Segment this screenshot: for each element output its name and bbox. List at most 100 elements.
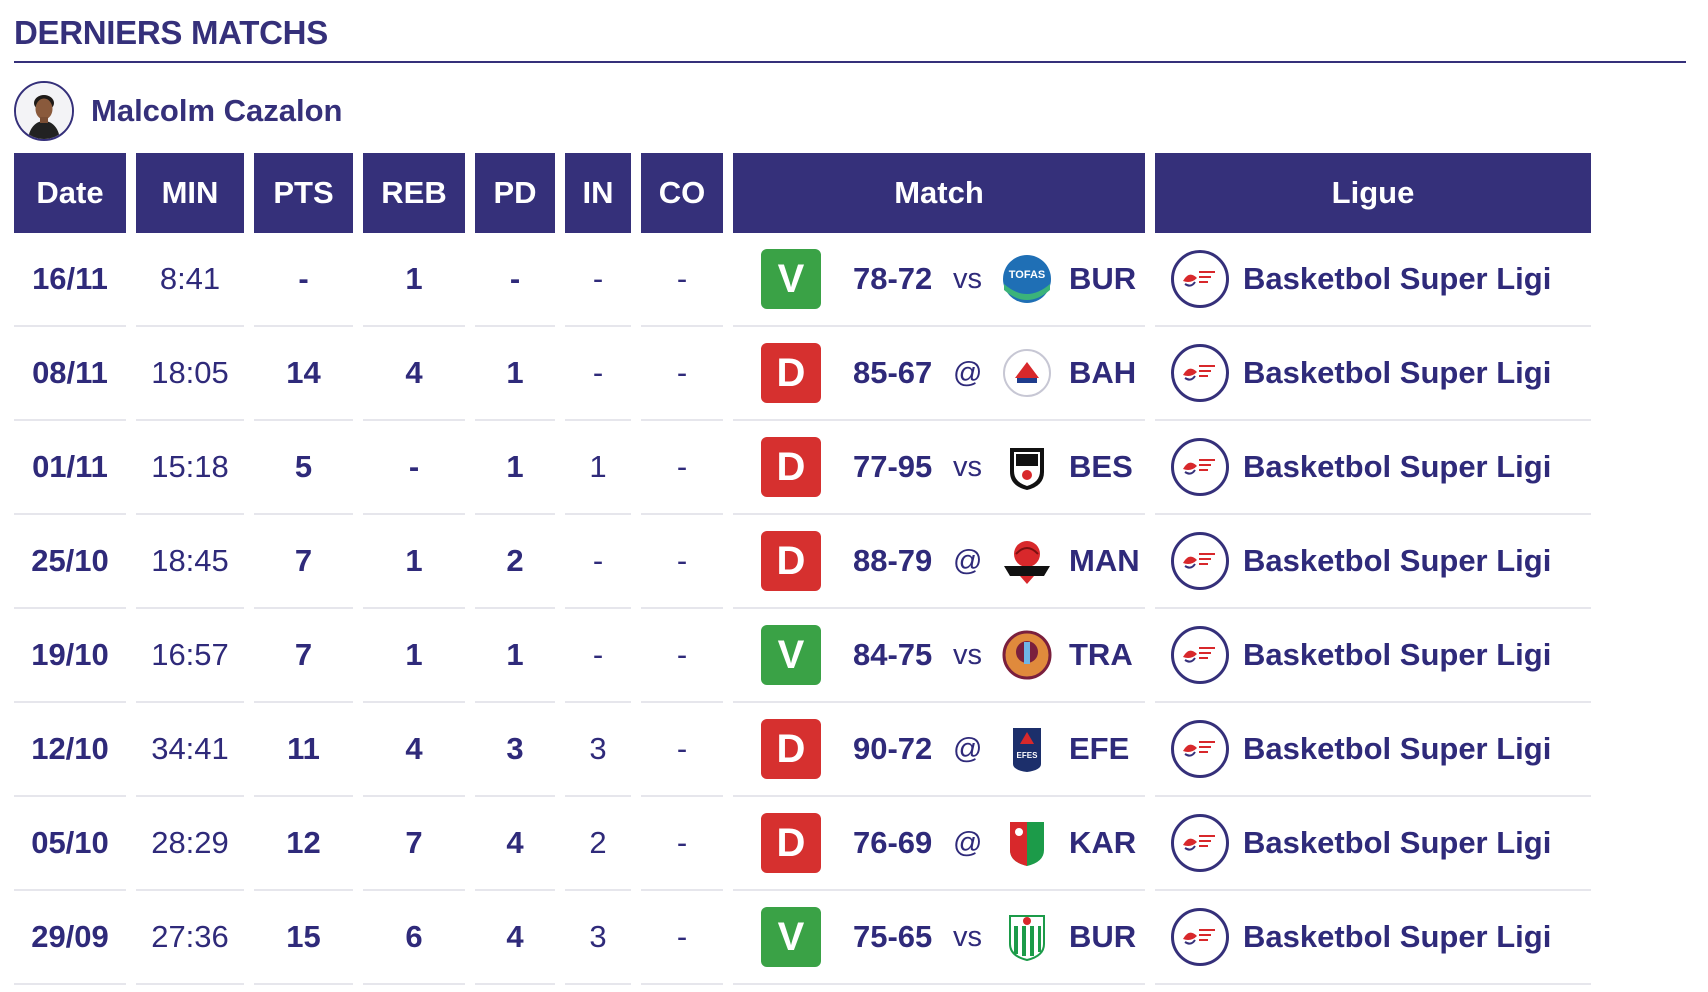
table-header-row: Date MIN PTS REB PD IN CO Match Ligue (14, 153, 1591, 233)
opponent-code: BES (1069, 449, 1133, 484)
cell-co: - (641, 515, 723, 609)
league-logo-icon (1171, 814, 1229, 872)
col-header-date[interactable]: Date (14, 153, 126, 233)
cell-reb: 1 (363, 609, 465, 703)
player-name[interactable]: Malcolm Cazalon (91, 93, 343, 128)
svg-text:EFES: EFES (1017, 751, 1039, 760)
col-header-match[interactable]: Match (733, 153, 1145, 233)
match-link[interactable]: D 77-95 vs BES (733, 421, 1145, 513)
table-row[interactable]: 19/10 16:57 7 1 1 - - V 84-75 vs TRA Bas… (14, 609, 1591, 703)
match-link[interactable]: D 90-72 @ EFES EFE (733, 703, 1145, 795)
league-name: Basketbol Super Ligi (1243, 449, 1552, 484)
match-venue: @ (953, 356, 983, 389)
col-header-in[interactable]: IN (565, 153, 631, 233)
col-header-pd[interactable]: PD (475, 153, 555, 233)
player-avatar[interactable] (14, 81, 74, 141)
cell-league: Basketbol Super Ligi (1155, 891, 1591, 985)
cell-co: - (641, 797, 723, 891)
league-name: Basketbol Super Ligi (1243, 543, 1552, 578)
cell-in: 1 (565, 421, 631, 515)
cell-reb: 1 (363, 233, 465, 327)
col-header-ligue[interactable]: Ligue (1155, 153, 1591, 233)
table-row[interactable]: 29/09 27:36 15 6 4 3 - V 75-65 vs BUR Ba… (14, 891, 1591, 985)
league-link[interactable]: Basketbol Super Ligi (1155, 515, 1591, 607)
cell-co: - (641, 233, 723, 327)
cell-min: 8:41 (136, 233, 244, 327)
match-score: 77-95 (853, 449, 933, 484)
cell-match: V 78-72 vs TOFAS BUR (733, 233, 1145, 327)
cell-date: 16/11 (14, 233, 126, 327)
cell-league: Basketbol Super Ligi (1155, 421, 1591, 515)
match-link[interactable]: V 84-75 vs TRA (733, 609, 1145, 701)
table-row[interactable]: 05/10 28:29 12 7 4 2 - D 76-69 @ KAR Bas… (14, 797, 1591, 891)
result-badge: D (761, 531, 821, 591)
col-header-reb[interactable]: REB (363, 153, 465, 233)
result-badge: D (761, 437, 821, 497)
table-row[interactable]: 16/11 8:41 - 1 - - - V 78-72 vs TOFAS BU… (14, 233, 1591, 327)
cell-pts: 11 (254, 703, 353, 797)
table-row[interactable]: 25/10 18:45 7 1 2 - - D 88-79 @ MAN Bask… (14, 515, 1591, 609)
match-score: 75-65 (853, 919, 933, 954)
cell-pts: 7 (254, 609, 353, 703)
cell-min: 18:05 (136, 327, 244, 421)
match-venue: @ (953, 544, 983, 577)
result-badge: D (761, 343, 821, 403)
cell-pts: 12 (254, 797, 353, 891)
match-link[interactable]: V 78-72 vs TOFAS BUR (733, 233, 1145, 325)
player-header: Malcolm Cazalon (14, 80, 343, 142)
cell-league: Basketbol Super Ligi (1155, 797, 1591, 891)
league-name: Basketbol Super Ligi (1243, 637, 1552, 672)
karsiyaka-logo-icon (1001, 817, 1053, 869)
match-link[interactable]: D 88-79 @ MAN (733, 515, 1145, 607)
result-badge: V (761, 625, 821, 685)
cell-co: - (641, 609, 723, 703)
league-link[interactable]: Basketbol Super Ligi (1155, 327, 1591, 419)
match-score: 78-72 (853, 261, 933, 296)
opponent-code: BUR (1069, 261, 1137, 296)
league-name: Basketbol Super Ligi (1243, 355, 1552, 390)
league-link[interactable]: Basketbol Super Ligi (1155, 797, 1591, 889)
match-score: 76-69 (853, 825, 933, 860)
table-row[interactable]: 08/11 18:05 14 4 1 - - D 85-67 @ BAH Bas… (14, 327, 1591, 421)
col-header-min[interactable]: MIN (136, 153, 244, 233)
result-badge: V (761, 907, 821, 967)
cell-reb: 4 (363, 703, 465, 797)
cell-pd: 4 (475, 797, 555, 891)
col-header-pts[interactable]: PTS (254, 153, 353, 233)
match-link[interactable]: V 75-65 vs BUR (733, 891, 1145, 983)
cell-pts: 7 (254, 515, 353, 609)
cell-co: - (641, 891, 723, 985)
opponent-code: BAH (1069, 355, 1137, 390)
league-link[interactable]: Basketbol Super Ligi (1155, 891, 1591, 983)
league-name: Basketbol Super Ligi (1243, 825, 1552, 860)
match-score: 85-67 (853, 355, 933, 390)
opponent-code: MAN (1069, 543, 1140, 578)
cell-league: Basketbol Super Ligi (1155, 233, 1591, 327)
cell-min: 16:57 (136, 609, 244, 703)
league-link[interactable]: Basketbol Super Ligi (1155, 233, 1591, 325)
table-row[interactable]: 01/11 15:18 5 - 1 1 - D 77-95 vs BES Bas… (14, 421, 1591, 515)
table-row[interactable]: 12/10 34:41 11 4 3 3 - D 90-72 @ EFES EF… (14, 703, 1591, 797)
league-logo-icon (1171, 532, 1229, 590)
match-link[interactable]: D 76-69 @ KAR (733, 797, 1145, 889)
league-link[interactable]: Basketbol Super Ligi (1155, 421, 1591, 513)
match-link[interactable]: D 85-67 @ BAH (733, 327, 1145, 419)
cell-match: D 77-95 vs BES (733, 421, 1145, 515)
col-header-co[interactable]: CO (641, 153, 723, 233)
cell-match: D 88-79 @ MAN (733, 515, 1145, 609)
match-venue: @ (953, 826, 983, 859)
league-link[interactable]: Basketbol Super Ligi (1155, 703, 1591, 795)
result-badge: V (761, 249, 821, 309)
cell-match: D 85-67 @ BAH (733, 327, 1145, 421)
besiktas-logo-icon (1001, 441, 1053, 493)
cell-pd: 1 (475, 327, 555, 421)
cell-in: - (565, 327, 631, 421)
cell-pd: 1 (475, 421, 555, 515)
cell-date: 12/10 (14, 703, 126, 797)
result-badge: D (761, 719, 821, 779)
cell-date: 25/10 (14, 515, 126, 609)
cell-reb: 4 (363, 327, 465, 421)
league-link[interactable]: Basketbol Super Ligi (1155, 609, 1591, 701)
match-venue: vs (953, 450, 982, 483)
match-venue: vs (953, 920, 982, 953)
